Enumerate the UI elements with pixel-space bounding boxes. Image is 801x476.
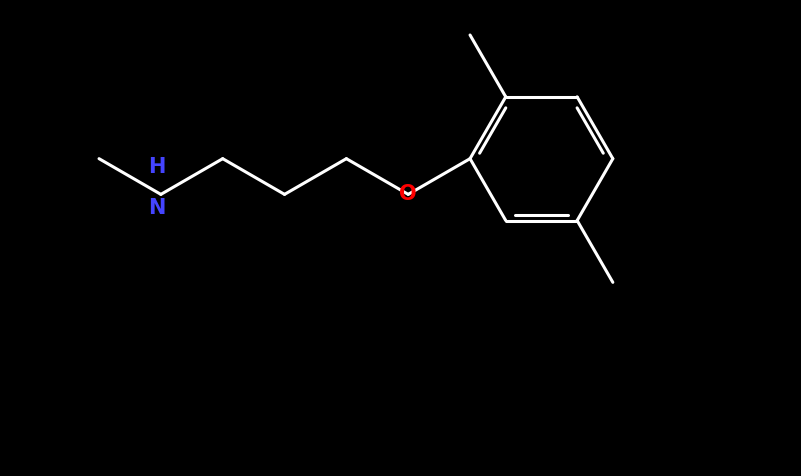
- Text: O: O: [400, 184, 417, 204]
- Text: H: H: [148, 157, 166, 177]
- Text: N: N: [148, 198, 166, 218]
